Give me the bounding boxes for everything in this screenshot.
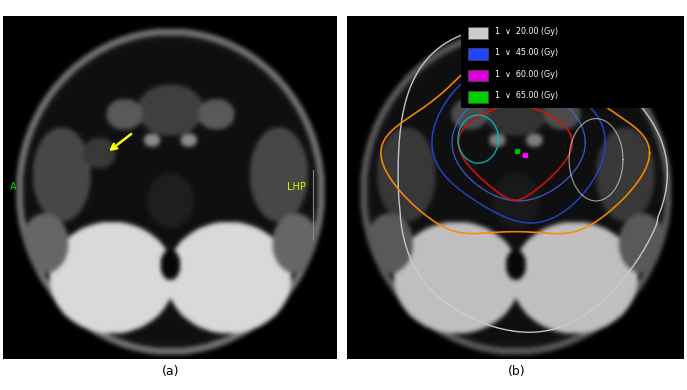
Bar (462, 23, 673, 108)
Bar (468, 91, 488, 103)
Text: 1  ∨  60.00 (Gy): 1 ∨ 60.00 (Gy) (495, 70, 558, 79)
Bar (468, 27, 488, 39)
Bar (468, 48, 488, 60)
Text: 1  ∨  65.00 (Gy): 1 ∨ 65.00 (Gy) (495, 91, 558, 100)
Text: 1  ∨  45.00 (Gy): 1 ∨ 45.00 (Gy) (495, 48, 558, 57)
Text: LHP: LHP (286, 182, 306, 192)
Bar (468, 70, 488, 82)
Text: A: A (10, 182, 16, 192)
Text: (b): (b) (508, 365, 526, 378)
Text: 1  ∨  20.00 (Gy): 1 ∨ 20.00 (Gy) (495, 27, 558, 36)
Text: (a): (a) (161, 365, 179, 378)
